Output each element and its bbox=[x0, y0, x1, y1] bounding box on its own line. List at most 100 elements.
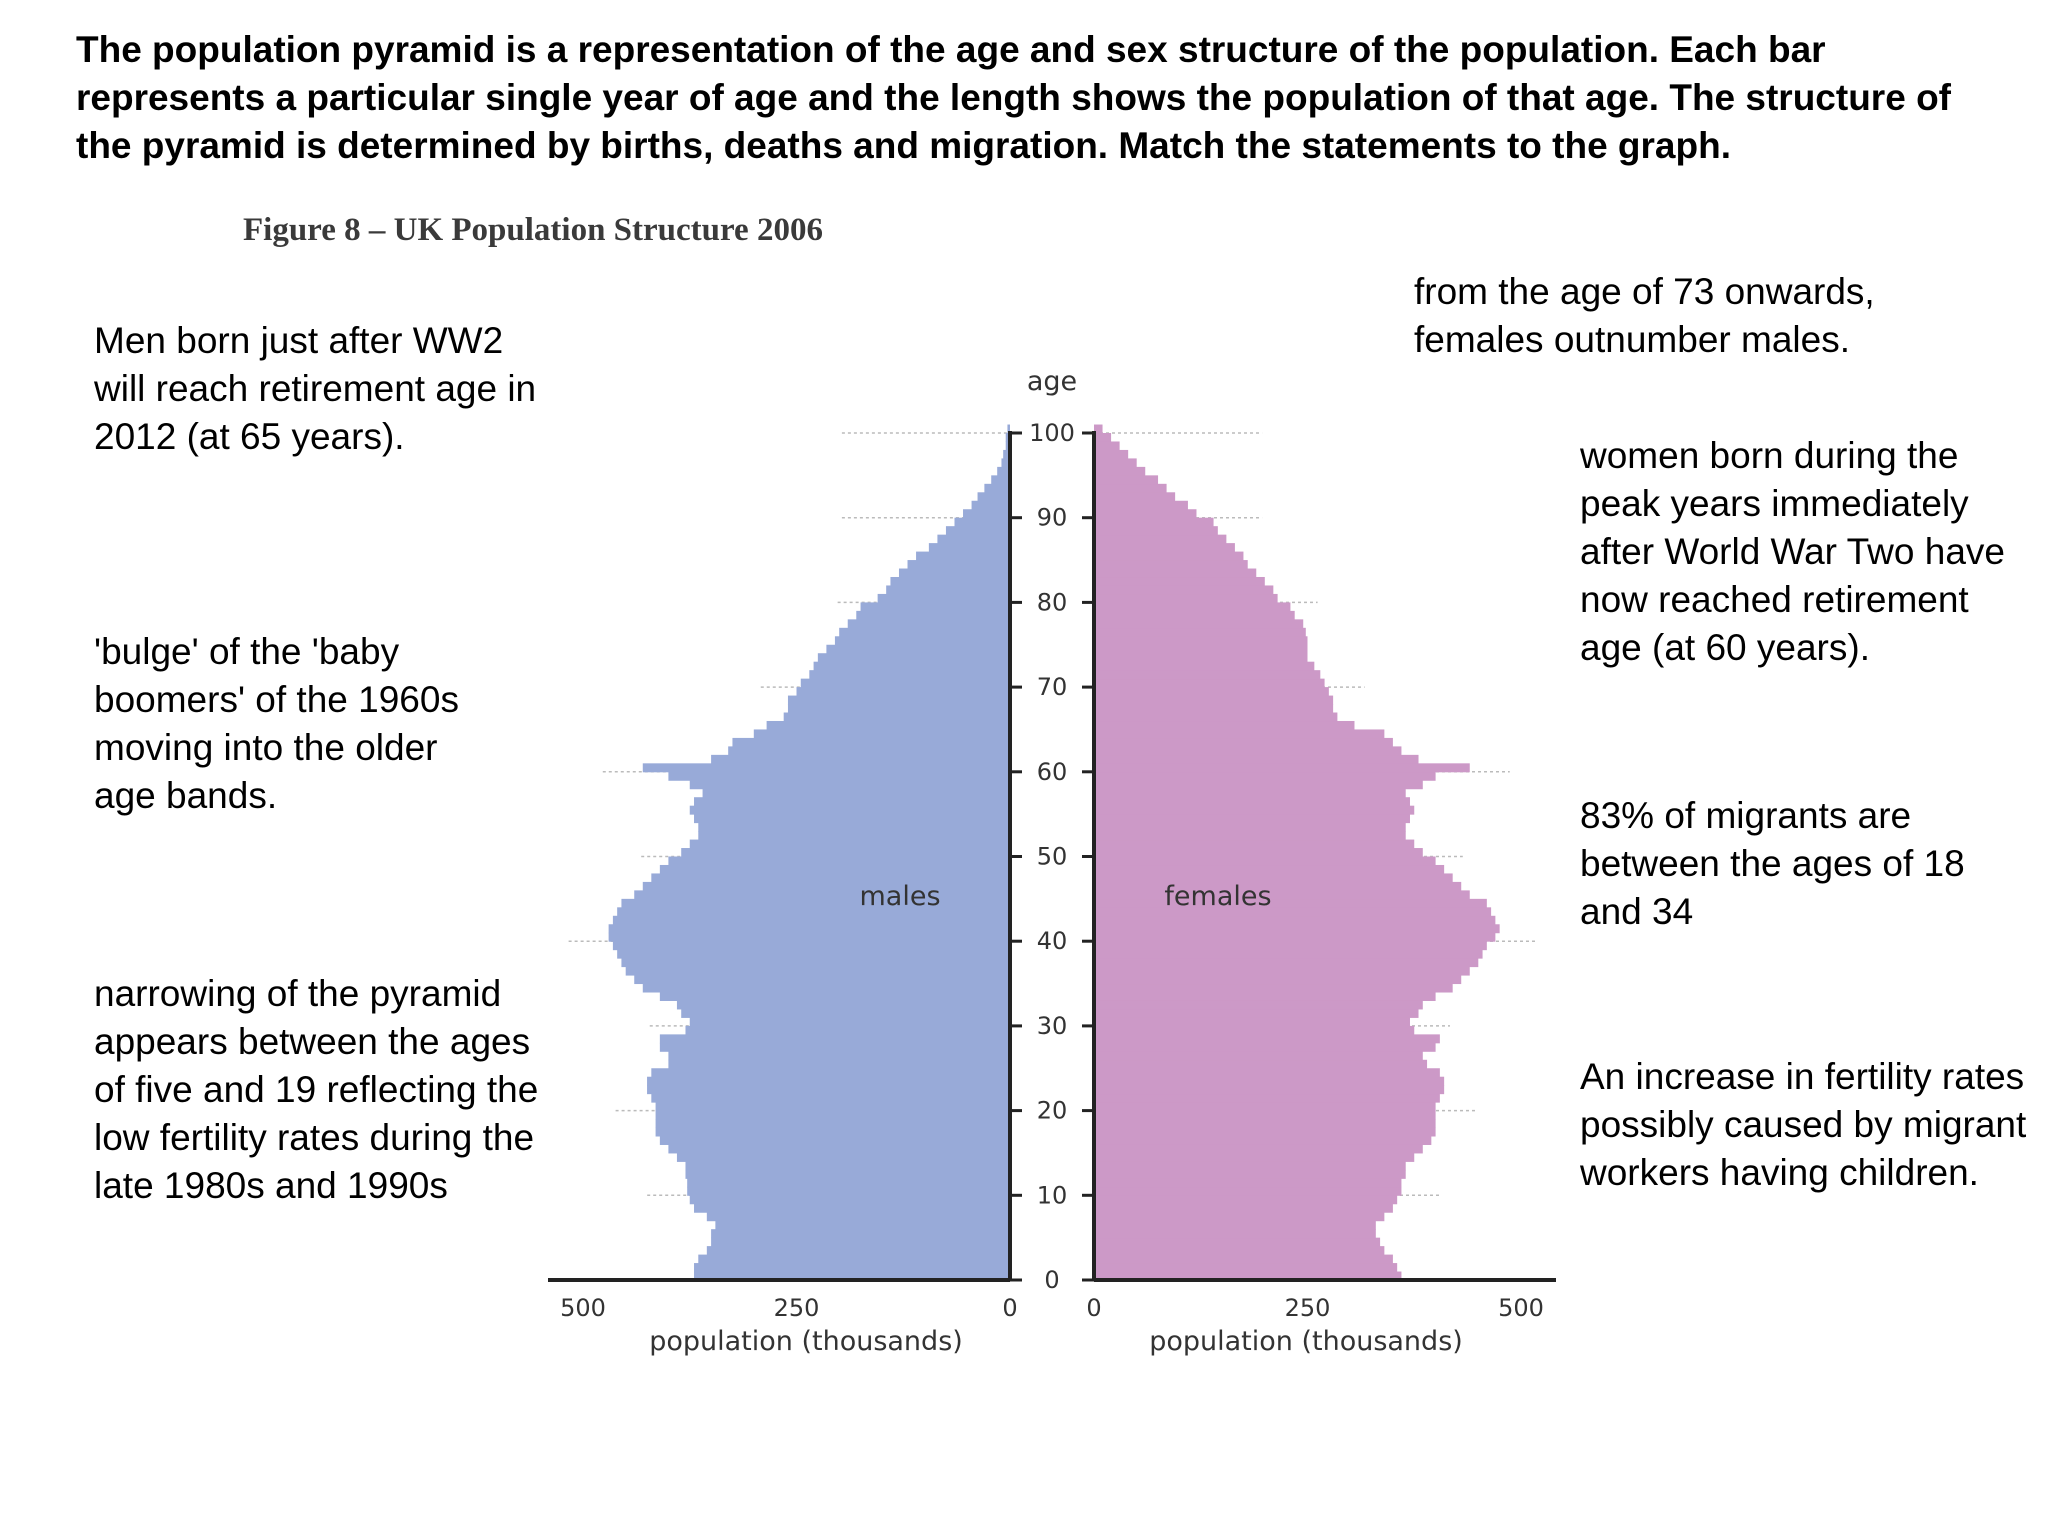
female-bar-age-5 bbox=[1094, 1229, 1376, 1239]
female-bar-age-56 bbox=[1094, 797, 1410, 807]
female-bar-age-33 bbox=[1094, 992, 1436, 1001]
age-tick-label-90: 90 bbox=[1037, 504, 1068, 532]
age-tick-label-60: 60 bbox=[1037, 758, 1068, 786]
male-bar-age-16 bbox=[659, 1136, 1010, 1145]
female-bar-age-18 bbox=[1094, 1119, 1436, 1129]
male-bar-age-78 bbox=[856, 610, 1010, 620]
female-bar-age-82 bbox=[1094, 576, 1265, 586]
male-bar-age-79 bbox=[860, 602, 1010, 612]
female-bar-age-86 bbox=[1094, 543, 1235, 553]
female-bar-age-24 bbox=[1094, 1068, 1440, 1078]
female-bar-age-99 bbox=[1094, 433, 1112, 442]
statement-men-ww2[interactable]: Men born just after WW2 will reach retir… bbox=[94, 320, 537, 457]
male-bar-age-88 bbox=[945, 526, 1010, 536]
male-bar-age-27 bbox=[659, 1042, 1010, 1052]
female-bar-age-40 bbox=[1094, 932, 1496, 942]
male-bar-age-99 bbox=[1005, 433, 1010, 442]
statement-fertility[interactable]: An increase in fertility rates possibly … bbox=[1580, 1056, 2027, 1193]
age-tick-label-30: 30 bbox=[1037, 1012, 1068, 1040]
male-bar-age-17 bbox=[655, 1127, 1010, 1137]
male-bar-age-89 bbox=[954, 517, 1010, 527]
pop-tick-label-left-500: 500 bbox=[560, 1294, 606, 1322]
male-bar-age-71 bbox=[809, 670, 1010, 680]
male-bar-age-83 bbox=[898, 568, 1010, 578]
male-bar-age-45 bbox=[634, 890, 1010, 900]
male-bar-age-39 bbox=[612, 941, 1010, 951]
male-bar-age-24 bbox=[651, 1068, 1010, 1078]
pop-tick-label-right-500: 500 bbox=[1498, 1294, 1544, 1322]
female-bar-age-100 bbox=[1094, 424, 1103, 434]
statement-females-73[interactable]: from the age of 73 onwards, females outn… bbox=[1414, 271, 1875, 360]
female-bar-age-51 bbox=[1094, 839, 1415, 849]
female-bar-age-96 bbox=[1094, 458, 1137, 468]
male-bar-age-20 bbox=[655, 1102, 1010, 1112]
age-tick-label-70: 70 bbox=[1037, 673, 1068, 701]
male-bar-age-91 bbox=[971, 500, 1010, 510]
statement-narrowing[interactable]: narrowing of the pyramid appears between… bbox=[94, 973, 539, 1206]
male-bar-age-1 bbox=[694, 1263, 1010, 1273]
female-bar-age-27 bbox=[1094, 1042, 1436, 1052]
male-bar-age-35 bbox=[634, 975, 1010, 985]
x-axis-label-right: population (thousands) bbox=[1149, 1326, 1463, 1357]
female-bar-age-44 bbox=[1094, 898, 1487, 908]
male-bar-age-4 bbox=[711, 1237, 1010, 1247]
female-bar-age-12 bbox=[1094, 1169, 1406, 1179]
age-tick-label-10: 10 bbox=[1037, 1181, 1068, 1209]
female-bar-age-25 bbox=[1094, 1059, 1428, 1069]
male-bar-age-50 bbox=[681, 848, 1010, 857]
female-bar-age-84 bbox=[1094, 560, 1248, 570]
male-bar-age-54 bbox=[694, 814, 1010, 824]
age-tick-label-50: 50 bbox=[1037, 843, 1068, 871]
male-bar-age-13 bbox=[685, 1161, 1010, 1171]
male-bar-age-98 bbox=[1005, 441, 1010, 451]
male-bar-age-51 bbox=[689, 839, 1010, 849]
male-bar-age-63 bbox=[732, 737, 1010, 747]
male-bar-age-77 bbox=[847, 619, 1010, 629]
female-bar-age-28 bbox=[1094, 1034, 1440, 1044]
female-bar-age-70 bbox=[1094, 678, 1325, 688]
male-bar-age-76 bbox=[839, 627, 1010, 637]
male-bar-age-97 bbox=[1003, 449, 1010, 459]
male-bar-age-8 bbox=[694, 1203, 1010, 1213]
pop-tick-label-right-0: 0 bbox=[1086, 1294, 1101, 1322]
female-bar-age-79 bbox=[1094, 602, 1291, 612]
female-bar-age-63 bbox=[1094, 737, 1393, 747]
female-bar-age-30 bbox=[1094, 1017, 1410, 1027]
male-bar-age-40 bbox=[608, 932, 1010, 942]
females-annotation: females bbox=[1164, 881, 1271, 912]
female-bar-age-22 bbox=[1094, 1085, 1445, 1095]
female-bar-age-47 bbox=[1094, 873, 1453, 883]
male-bar-age-42 bbox=[612, 915, 1010, 925]
male-bar-age-96 bbox=[1001, 458, 1010, 468]
statement-migrants[interactable]: 83% of migrants are between the ages of … bbox=[1580, 795, 1965, 932]
female-bar-age-13 bbox=[1094, 1161, 1406, 1171]
female-bar-age-54 bbox=[1094, 814, 1410, 824]
male-bar-age-48 bbox=[659, 864, 1010, 874]
male-bar-age-9 bbox=[689, 1195, 1010, 1205]
female-bar-age-95 bbox=[1094, 466, 1146, 476]
bars bbox=[608, 424, 1500, 1281]
female-bar-age-39 bbox=[1094, 941, 1487, 951]
female-bar-age-74 bbox=[1094, 644, 1308, 654]
male-bar-age-86 bbox=[928, 543, 1010, 553]
female-bar-age-97 bbox=[1094, 449, 1129, 459]
male-bar-age-73 bbox=[817, 653, 1010, 663]
female-bar-age-59 bbox=[1094, 771, 1436, 781]
male-bar-age-26 bbox=[668, 1051, 1010, 1061]
statement-baby-boomers[interactable]: 'bulge' of the 'baby boomers' of the 196… bbox=[94, 631, 459, 816]
male-bar-age-87 bbox=[937, 534, 1010, 544]
female-bar-age-77 bbox=[1094, 619, 1304, 629]
female-bar-age-34 bbox=[1094, 983, 1453, 993]
male-bar-age-3 bbox=[706, 1246, 1010, 1256]
male-bar-age-10 bbox=[687, 1186, 1010, 1196]
female-bar-age-65 bbox=[1094, 720, 1355, 730]
male-bar-age-94 bbox=[991, 475, 1010, 485]
male-bar-age-28 bbox=[659, 1034, 1010, 1044]
age-tick-label-40: 40 bbox=[1037, 927, 1068, 955]
male-bar-age-46 bbox=[642, 881, 1010, 891]
female-bar-age-72 bbox=[1094, 661, 1315, 671]
statement-women-ww2[interactable]: women born during the peak years immedia… bbox=[1580, 435, 2005, 668]
female-bar-age-41 bbox=[1094, 924, 1500, 934]
female-bar-age-7 bbox=[1094, 1212, 1385, 1222]
